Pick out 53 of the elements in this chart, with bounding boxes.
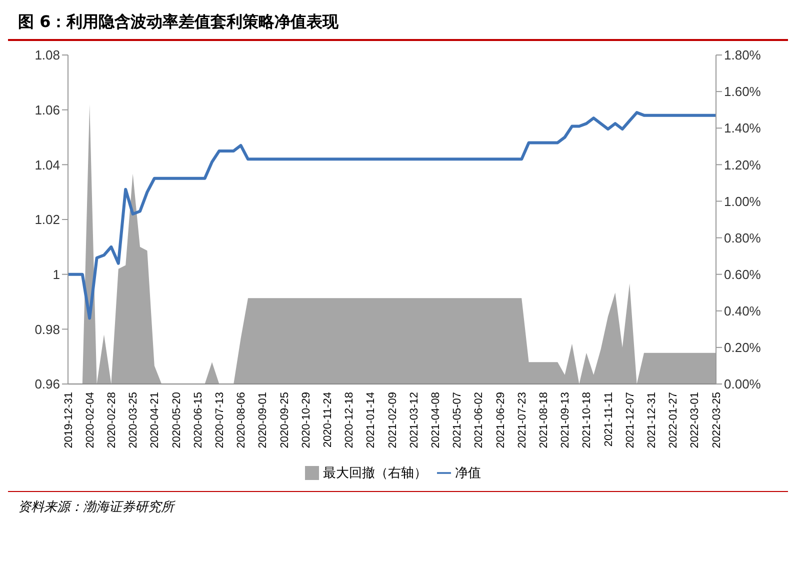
legend-label: 净值: [455, 466, 481, 481]
x-tick-label: 2020-08-06: [236, 392, 248, 448]
x-tick-label: 2021-02-09: [386, 392, 399, 448]
y2-tick-label: 0.40%: [724, 304, 762, 319]
x-tick-label: 2021-03-12: [408, 392, 420, 448]
x-tick-label: 2020-10-29: [300, 392, 312, 448]
x-tick-label: 2020-05-20: [170, 392, 183, 448]
x-tick-label: 2021-07-23: [516, 392, 528, 448]
x-tick-label: 2021-06-02: [473, 392, 486, 448]
x-tick-label: 2020-07-13: [214, 392, 226, 448]
y2-tick-label: 1.20%: [724, 157, 762, 172]
x-tick-label: 2021-10-18: [581, 392, 594, 448]
x-tick-label: 2022-03-25: [710, 392, 723, 448]
y-tick-label: 1.02: [34, 212, 60, 228]
y2-tick-label: 1.40%: [724, 120, 762, 136]
y-tick-label: 1.06: [34, 102, 60, 118]
x-tick-label: 2020-03-25: [128, 392, 140, 448]
x-tick-label: 2019-12-31: [62, 392, 75, 448]
y-tick-label: 0.98: [34, 322, 60, 337]
x-tick-label: 2021-12-07: [624, 392, 636, 448]
x-tick-label: 2020-12-18: [344, 392, 356, 448]
y-tick-label: 1.04: [34, 157, 60, 172]
x-tick-label: 2020-04-21: [149, 392, 162, 448]
y2-tick-label: 1.60%: [724, 84, 762, 100]
y-tick-label: 1: [52, 266, 60, 282]
x-tick-label: 2020-11-24: [322, 392, 334, 448]
x-tick-label: 2020-09-01: [257, 392, 270, 448]
x-tick-label: 2021-05-07: [452, 392, 464, 448]
y2-tick-label: 0.00%: [724, 376, 762, 392]
x-tick-label: 2021-09-13: [560, 392, 572, 448]
y2-tick-label: 0.20%: [724, 340, 762, 356]
legend-label: 最大回撤（右轴）: [323, 466, 427, 481]
x-tick-label: 2021-01-14: [365, 392, 378, 448]
x-tick-label: 2021-11-11: [602, 392, 615, 447]
y2-tick-label: 0.80%: [724, 230, 762, 246]
x-tick-label: 2021-06-29: [494, 392, 507, 448]
line-series: [66, 111, 718, 320]
x-tick-label: 2020-09-25: [278, 392, 291, 448]
x-tick-label: 2020-02-28: [106, 392, 118, 448]
y-tick-label: 0.96: [34, 376, 60, 392]
chart-title: 图 6：利用隐含波动率差值套利策略净值表现: [17, 11, 340, 33]
x-tick-label: 2022-03-01: [689, 392, 702, 448]
y2-tick-label: 0.60%: [724, 266, 762, 282]
y2-tick-label: 1.00%: [724, 194, 762, 209]
x-tick-label: 2021-04-08: [430, 392, 442, 448]
x-tick-label: 2022-01-27: [668, 392, 680, 448]
x-tick-label: 2020-06-15: [192, 392, 204, 448]
y2-tick-label: 1.80%: [724, 48, 762, 63]
text: 资料来源：渤海证券研究所: [17, 499, 176, 517]
x-tick-label: 2020-02-04: [84, 392, 96, 448]
y-tick-label: 1.08: [34, 48, 60, 63]
x-tick-label: 2021-08-18: [538, 392, 550, 448]
x-tick-label: 2021-12-31: [646, 392, 658, 448]
